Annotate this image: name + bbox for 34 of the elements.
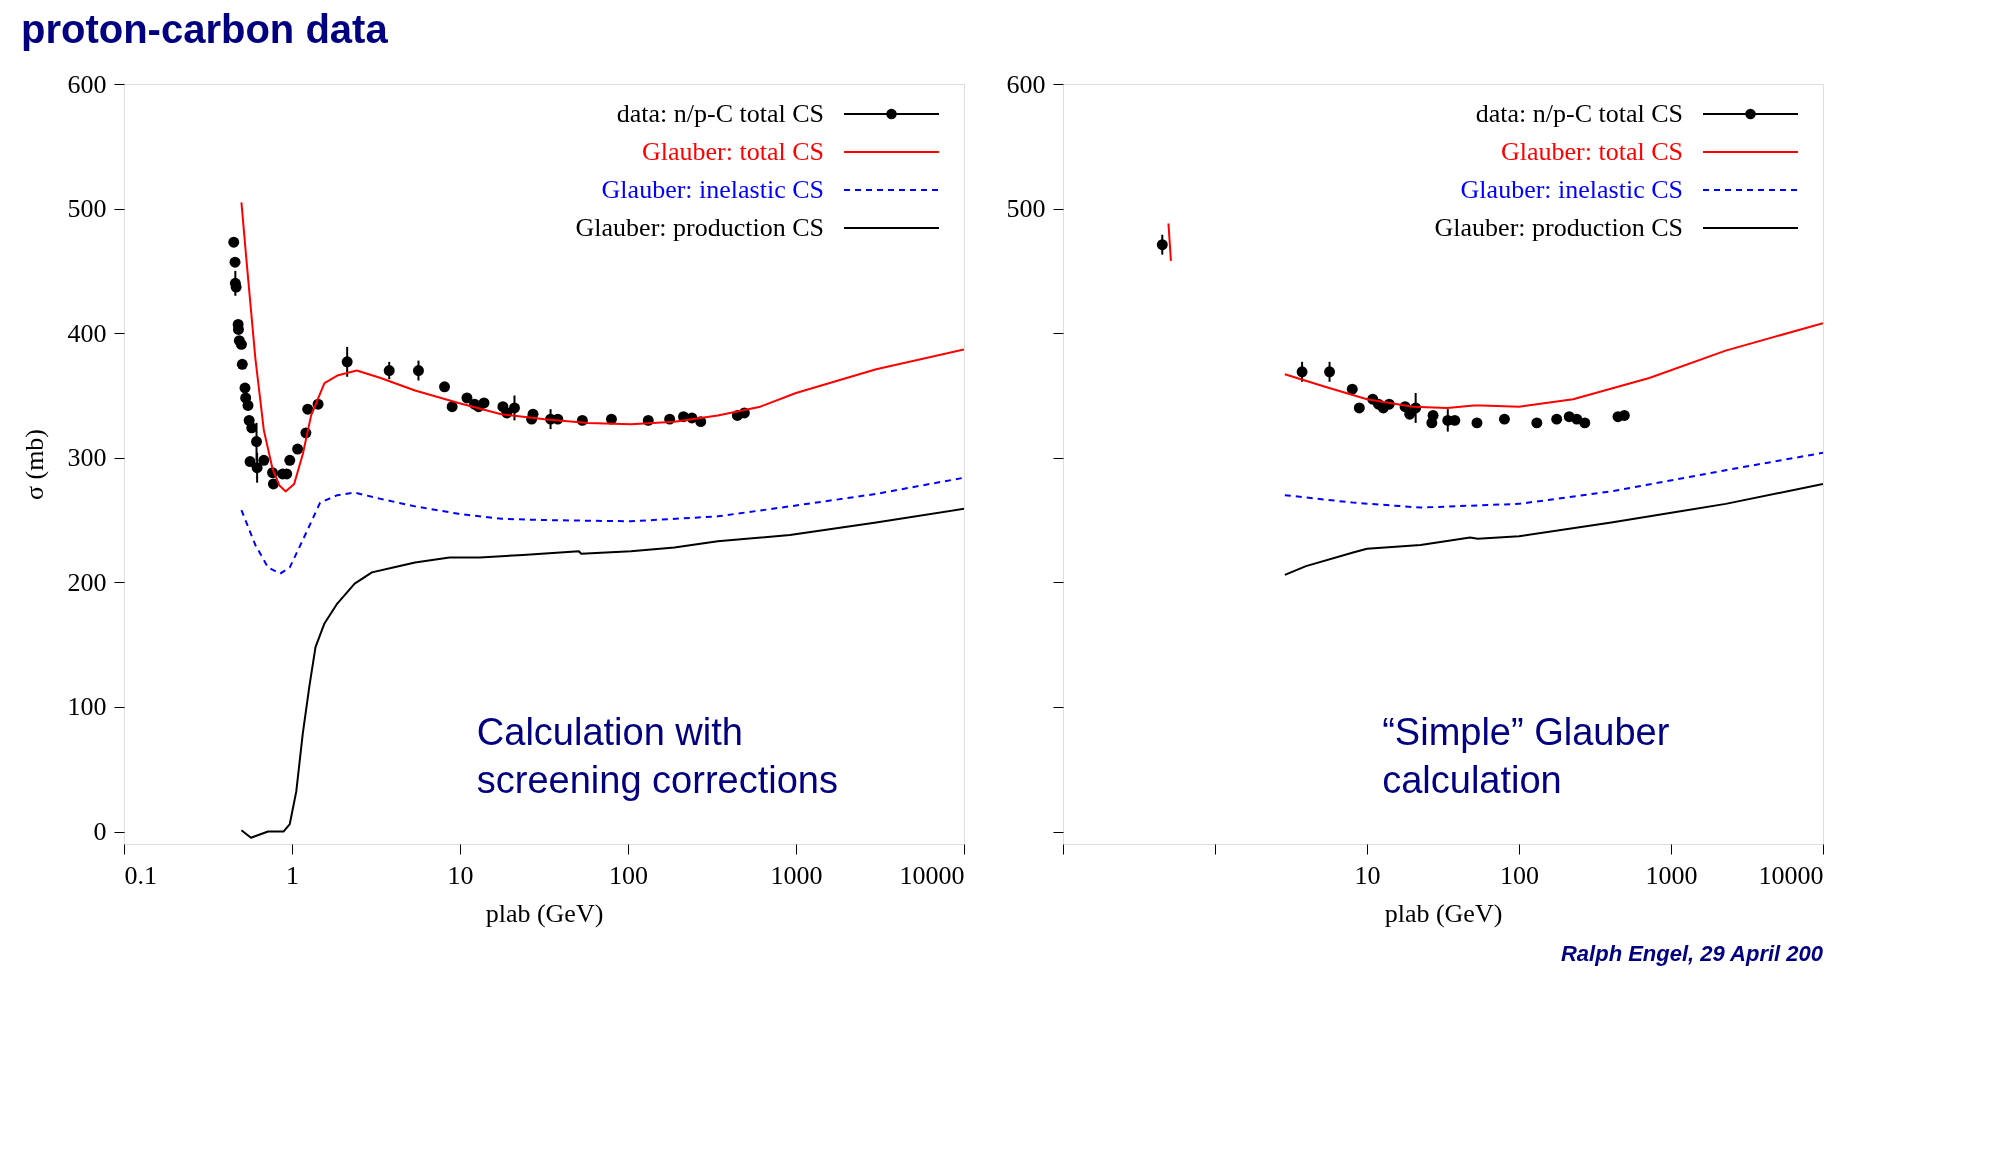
legend-label: Glauber: total CS [1501, 137, 1683, 166]
legend-label: data: n/p-C total CS [1475, 99, 1683, 128]
chart-title: proton-carbon data [21, 7, 389, 51]
x-tick-label: 1000 [1645, 860, 1698, 890]
y-tick-label: 100 [67, 692, 107, 722]
x-tick-label: 1000 [770, 860, 823, 890]
x-tick-label: 100 [1500, 860, 1539, 890]
annotation: Calculation with screening corrections [476, 710, 838, 801]
y-tick-label: 300 [67, 443, 107, 473]
legend-label: Glauber: production CS [1434, 213, 1683, 242]
legend-label: Glauber: inelastic CS [601, 175, 824, 204]
annotation: “Simple” Glauber calculation [1382, 710, 1670, 801]
text: Ralph Engel, 29 April 200 [1560, 941, 1824, 966]
x-tick-label: 10 [1354, 860, 1381, 890]
y-tick-label: 600 [1006, 69, 1046, 99]
y-tick-label: 200 [67, 567, 107, 597]
x-axis-title: plab (GeV) [1384, 898, 1503, 928]
y-tick-label: 500 [67, 194, 107, 224]
y-tick-label: 400 [67, 318, 107, 348]
x-tick-label: 100 [609, 860, 648, 890]
y-tick-label: 500 [1006, 194, 1046, 224]
legend-label: data: n/p-C total CS [616, 99, 824, 128]
x-tick-label: 10000 [1758, 860, 1824, 890]
x-tick-label: 10 [447, 860, 474, 890]
y-tick-label: 0 [93, 817, 107, 847]
x-tick-label: 0.1 [124, 860, 157, 890]
legend-label: Glauber: total CS [642, 137, 824, 166]
x-axis-title: plab (GeV) [485, 898, 604, 928]
x-tick-label: 1 [286, 860, 299, 890]
legend-label: Glauber: inelastic CS [1460, 175, 1683, 204]
x-tick-label: 10000 [899, 860, 965, 890]
legend-label: Glauber: production CS [575, 213, 824, 242]
y-tick-label: 600 [67, 69, 107, 99]
y-axis-title: σ (mb) [19, 428, 49, 501]
